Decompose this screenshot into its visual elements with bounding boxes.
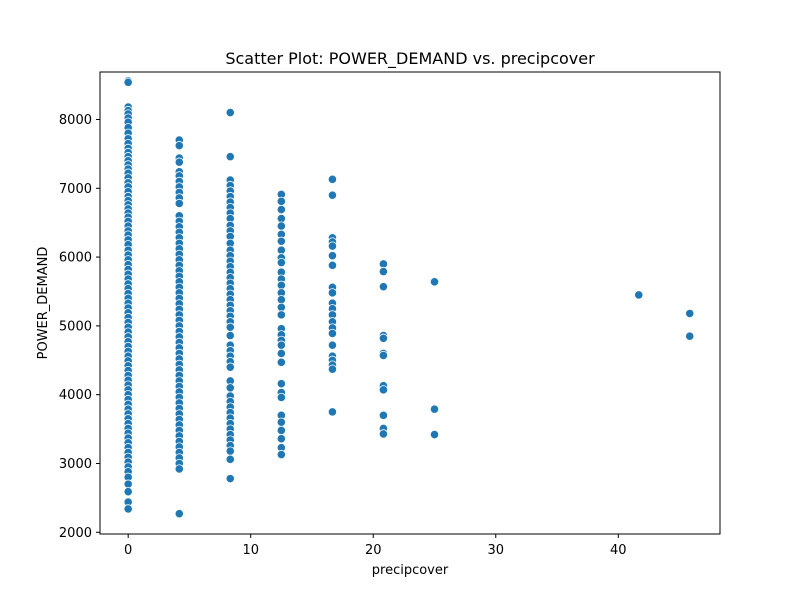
data-point <box>174 157 184 167</box>
data-point <box>327 241 338 251</box>
data-point <box>276 357 286 367</box>
data-point <box>276 310 286 320</box>
data-point <box>123 504 133 514</box>
data-point <box>276 425 286 436</box>
data-point <box>276 280 286 290</box>
data-point <box>327 364 338 374</box>
y-axis-label: POWER_DEMAND <box>36 247 51 360</box>
data-point <box>327 174 338 184</box>
data-point <box>378 266 389 277</box>
data-point <box>276 213 286 224</box>
data-point <box>327 190 338 200</box>
data-point <box>225 330 235 341</box>
data-point <box>378 259 389 269</box>
x-axis-label: precipcover <box>372 563 449 578</box>
data-point <box>685 308 695 319</box>
data-point <box>378 333 389 343</box>
data-point <box>276 295 286 305</box>
data-point <box>276 245 286 255</box>
data-point <box>174 198 184 209</box>
data-point <box>378 385 389 395</box>
y-tick-label: 8000 <box>59 113 92 128</box>
y-tick-label: 7000 <box>59 182 92 197</box>
x-tick-label: 30 <box>487 543 504 558</box>
data-point <box>429 404 440 414</box>
data-point <box>276 196 286 206</box>
x-tick-label: 10 <box>242 543 259 558</box>
x-tick-label: 0 <box>124 543 132 558</box>
data-point <box>327 328 338 339</box>
data-point <box>123 77 133 87</box>
chart-title: Scatter Plot: POWER_DEMAND vs. precipcov… <box>225 49 595 69</box>
data-point <box>276 221 286 231</box>
data-point <box>378 350 389 361</box>
y-tick-label: 3000 <box>59 457 92 472</box>
data-point <box>429 277 440 287</box>
data-point <box>276 417 286 427</box>
data-point <box>225 446 235 456</box>
data-point <box>276 434 286 444</box>
data-point <box>276 348 286 358</box>
y-tick-label: 6000 <box>59 251 92 266</box>
data-point <box>327 407 338 417</box>
data-point <box>174 464 184 474</box>
data-point <box>276 340 286 350</box>
data-point <box>276 449 286 460</box>
data-point <box>225 454 235 464</box>
data-point <box>276 236 286 246</box>
data-point <box>276 379 286 389</box>
y-tick-label: 2000 <box>59 526 92 541</box>
data-point <box>378 410 389 420</box>
data-point <box>225 362 235 372</box>
data-point <box>685 331 695 341</box>
y-tick-label: 5000 <box>59 319 92 334</box>
data-point <box>378 429 389 439</box>
data-point <box>225 322 235 332</box>
data-point <box>123 479 133 489</box>
data-point <box>276 302 286 312</box>
data-point <box>225 107 235 118</box>
data-point <box>276 205 286 215</box>
data-point <box>174 141 184 151</box>
y-tick-label: 4000 <box>59 388 92 403</box>
data-point <box>327 340 338 350</box>
data-point <box>429 429 440 440</box>
data-point <box>123 487 133 497</box>
data-point <box>378 282 389 292</box>
data-point <box>327 288 338 298</box>
data-point <box>327 260 338 270</box>
data-point <box>225 383 235 393</box>
plot-frame <box>99 71 721 535</box>
data-point <box>225 474 235 484</box>
x-tick-label: 20 <box>365 543 382 558</box>
data-point <box>225 152 235 162</box>
data-point <box>327 251 338 261</box>
x-tick-label: 40 <box>610 543 627 558</box>
axis-ticks: 0 10 20 30 40 2000 3000 4000 5000 6000 7000 8000 <box>59 113 627 558</box>
data-point <box>174 509 184 519</box>
data-point <box>276 392 286 403</box>
data-points <box>123 76 695 519</box>
data-point <box>276 257 286 268</box>
data-point <box>634 290 644 300</box>
